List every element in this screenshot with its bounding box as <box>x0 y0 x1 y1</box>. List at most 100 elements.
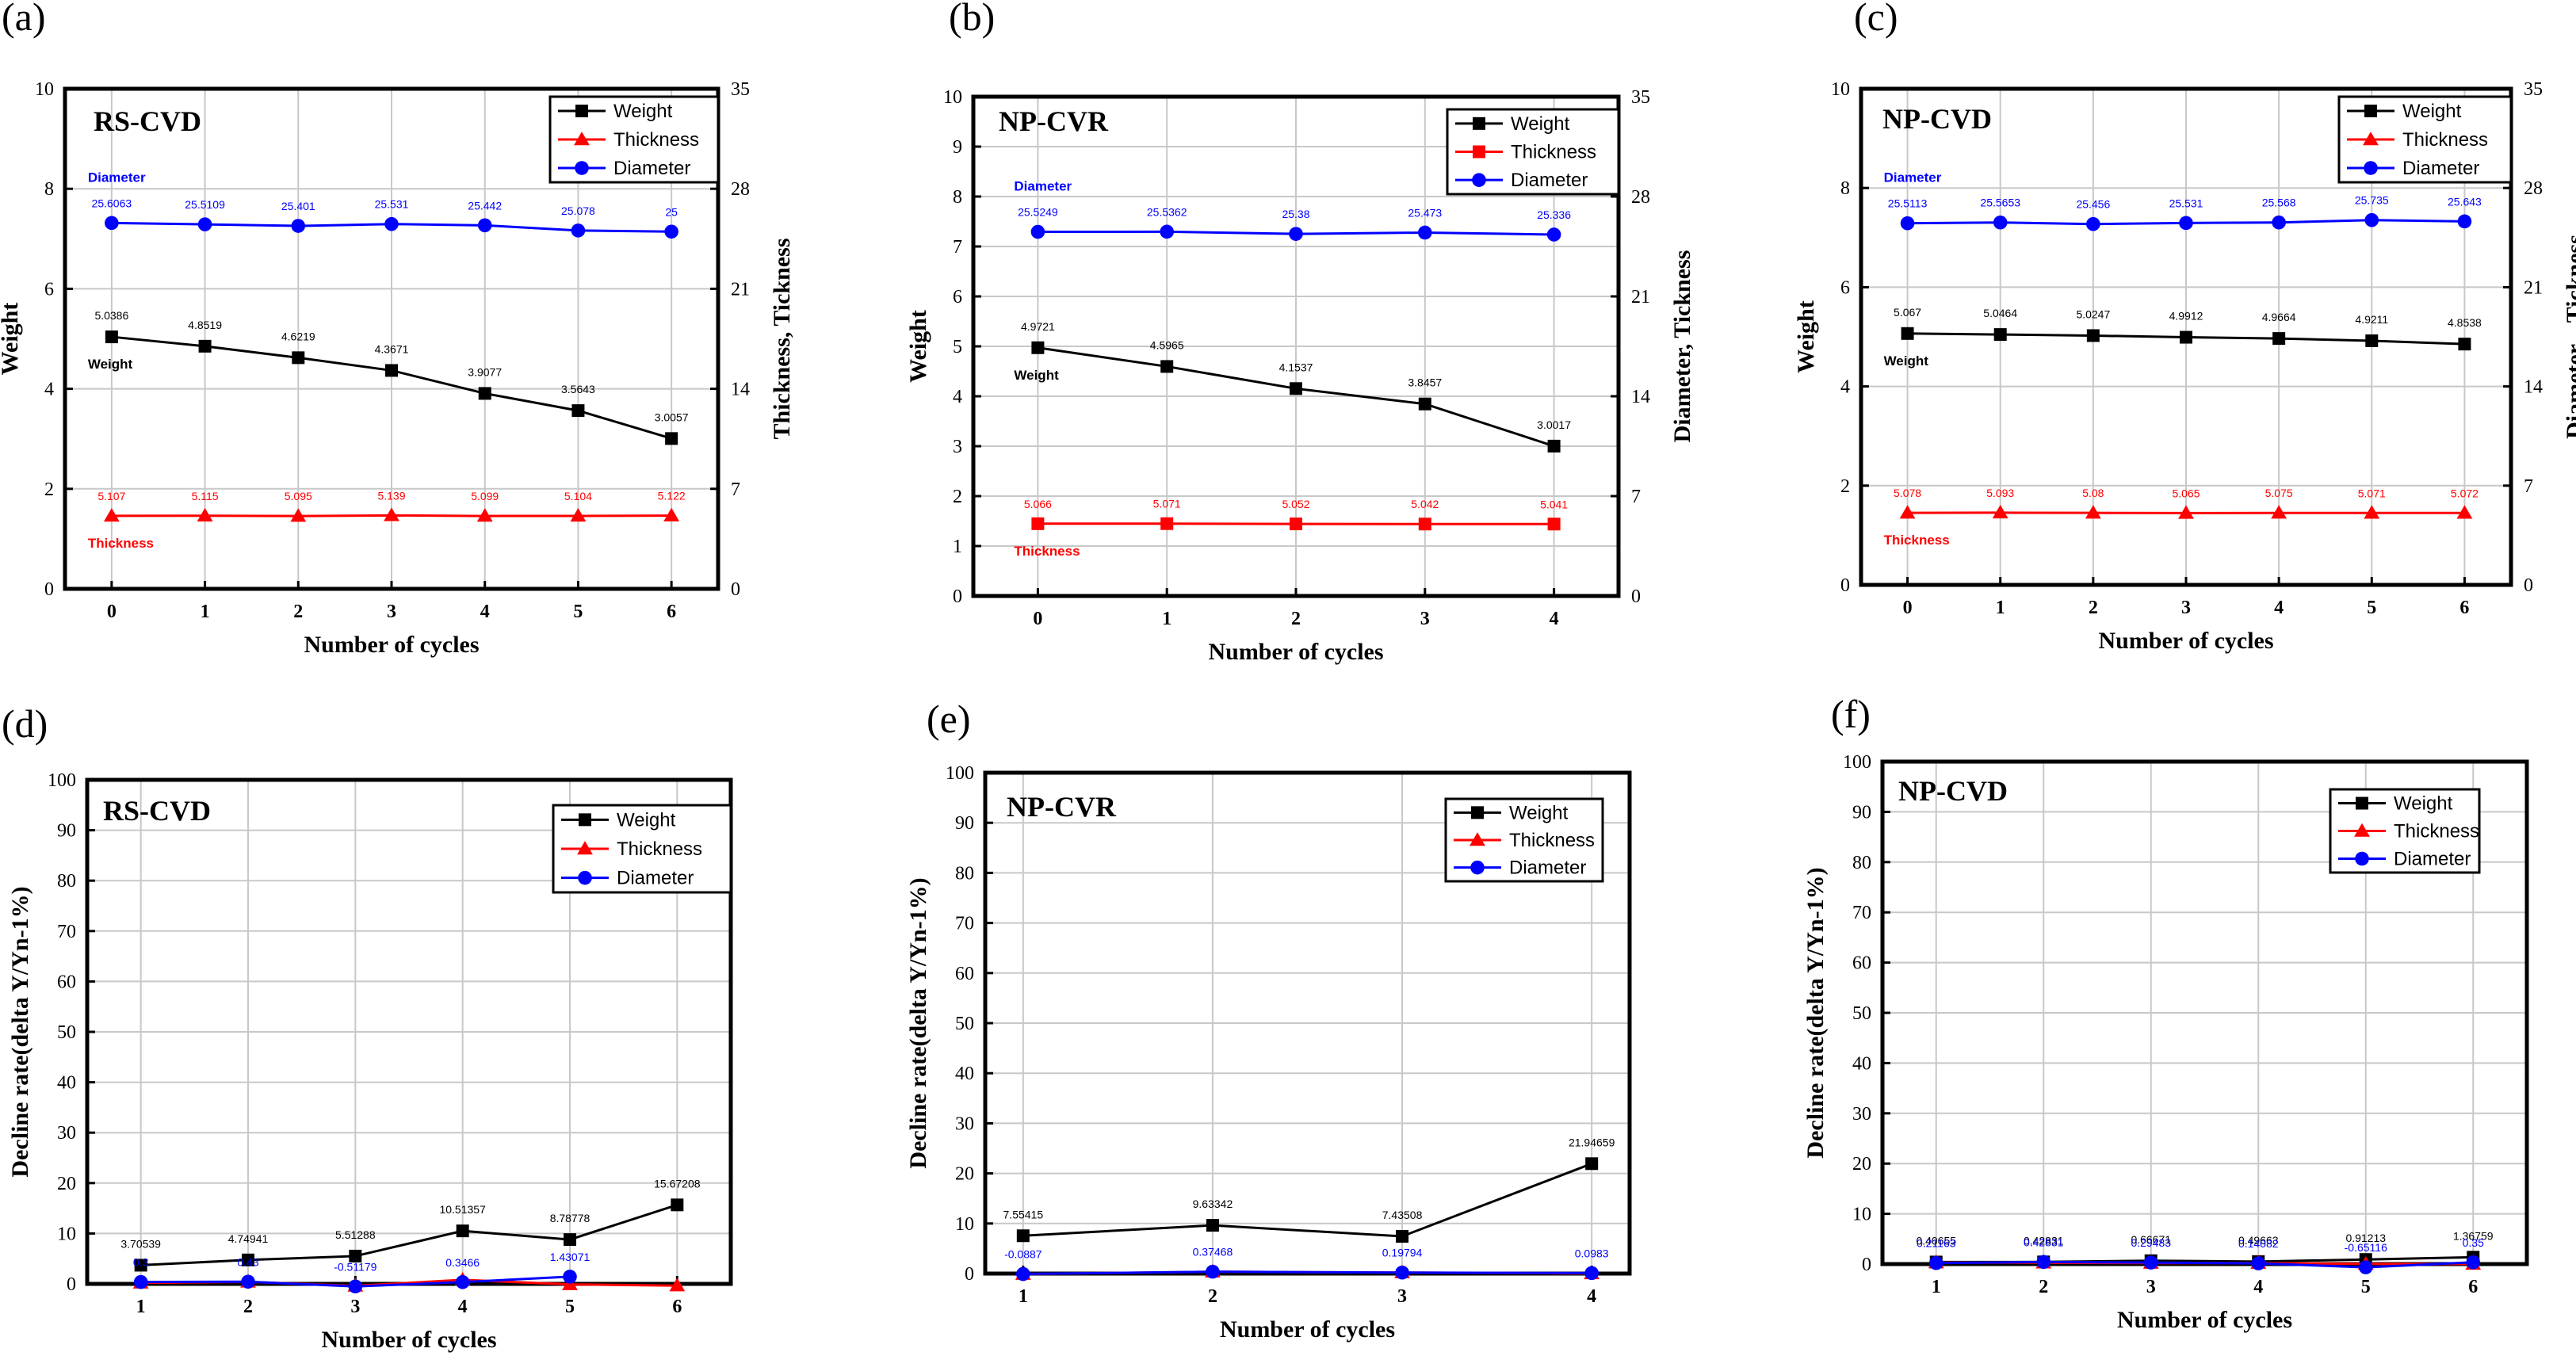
data-label: 25.735 <box>2355 194 2389 207</box>
legend-label: Diameter <box>613 158 690 179</box>
y-axis-label: Weight <box>905 310 931 383</box>
data-point-diameter <box>1584 1266 1599 1281</box>
data-label: 5.0464 <box>1983 307 2017 319</box>
data-label: 25.336 <box>1537 208 1571 221</box>
y-tick-label: 2 <box>1840 476 1850 497</box>
data-label: 0.66671 <box>2131 1233 2171 1246</box>
x-tick-label: 3 <box>1397 1286 1407 1307</box>
x-tick-label: 3 <box>2146 1277 2156 1297</box>
data-point-weight <box>2180 330 2192 344</box>
y-tick-label: 6 <box>953 287 962 307</box>
legend-label: Weight <box>1511 113 1570 135</box>
legend-label: Thickness <box>1511 142 1596 163</box>
x-tick-label: 3 <box>2181 598 2191 618</box>
x-tick-label: 0 <box>1033 609 1042 629</box>
data-label: 5.115 <box>192 490 219 502</box>
x-axis-label: Number of cycles <box>304 632 479 658</box>
y-tick-label: 6 <box>1840 277 1850 298</box>
data-label: 4.1537 <box>1279 361 1313 373</box>
y-tick-label: 80 <box>57 871 76 892</box>
data-label: 0.35 <box>2463 1236 2484 1249</box>
data-label: 4.9664 <box>2262 311 2296 323</box>
data-label: 25.5113 <box>1888 197 1928 210</box>
y-tick-label: 10 <box>1852 1205 1871 1225</box>
y2-tick-label: 7 <box>2524 476 2533 497</box>
x-tick-label: 3 <box>387 602 396 622</box>
data-point-weight <box>564 1233 576 1247</box>
y-tick-label: 70 <box>57 922 76 942</box>
x-axis-label: Number of cycles <box>321 1327 496 1353</box>
data-point-weight <box>1418 397 1431 411</box>
legend-label: Weight <box>617 809 676 831</box>
data-point-thickness <box>663 507 680 521</box>
legend-marker <box>2354 823 2370 837</box>
chart-panel-5: (e) 0 10 20 30 40 50 60 70 80 90 100 1 2 3 4 Number of c… <box>905 697 1632 1343</box>
data-point-weight <box>478 387 491 400</box>
y2-tick-label: 21 <box>1631 287 1650 307</box>
data-label: 3.0057 <box>655 411 689 423</box>
data-point-weight <box>665 432 678 445</box>
data-point-diameter <box>1289 227 1303 241</box>
x-axis-label: Number of cycles <box>1208 639 1383 665</box>
y-tick-label: 8 <box>953 187 962 208</box>
data-label: 0.3466 <box>445 1256 480 1269</box>
y-tick-label: 0 <box>965 1264 974 1285</box>
legend-marker <box>577 841 593 855</box>
data-point-diameter <box>1160 224 1174 239</box>
x-axis-label: Number of cycles <box>1220 1316 1395 1343</box>
y2-tick-label: 14 <box>2524 377 2543 398</box>
data-label: 25.456 <box>2076 198 2110 211</box>
data-label: 4.9211 <box>2355 313 2388 326</box>
data-label: 3.0017 <box>1537 418 1571 431</box>
data-point-diameter <box>384 216 399 231</box>
y-tick-label: 100 <box>1843 752 1871 773</box>
series-inline-label: Thickness <box>1884 533 1950 548</box>
data-point-weight <box>1547 439 1561 453</box>
panel-label: (e) <box>927 697 971 741</box>
y2-tick-label: 35 <box>1631 87 1650 108</box>
data-point-diameter <box>197 217 212 231</box>
y2-tick-label: 0 <box>731 579 740 600</box>
data-label: 25.401 <box>281 200 315 212</box>
y2-axis-label: Diameter, , Tickness <box>2562 235 2576 439</box>
data-label: 0.37468 <box>1193 1246 1233 1259</box>
data-point-diameter <box>2251 1256 2266 1270</box>
data-point-weight <box>1396 1230 1409 1243</box>
data-point-thickness <box>197 507 213 521</box>
data-point-diameter <box>2364 212 2379 227</box>
data-point-diameter <box>2358 1260 2373 1274</box>
data-point-diameter <box>1030 224 1045 239</box>
y-tick-label: 80 <box>955 863 974 884</box>
legend-marker <box>1470 832 1485 846</box>
data-label: 0.21163 <box>1917 1237 1956 1250</box>
chart-panel-1: (a) 0 2 4 6 8 10 0 1 2 3 4 5 6 0 7 14 21 28 35 Thickness, Ti… <box>0 0 795 658</box>
data-label: 5.041 <box>1540 498 1568 510</box>
data-label: 4.8519 <box>188 319 222 331</box>
data-label: 5.095 <box>285 490 312 502</box>
data-label: 5.072 <box>2451 487 2479 499</box>
data-point-diameter <box>2086 216 2100 231</box>
x-tick-label: 5 <box>573 602 583 622</box>
x-tick-label: 4 <box>480 602 490 622</box>
y-tick-label: 60 <box>955 964 974 984</box>
data-point-diameter <box>571 223 586 238</box>
y-axis-label: Weight <box>1793 300 1819 373</box>
series-inline-label: Weight <box>1884 353 1929 369</box>
data-point-diameter <box>2143 1255 2158 1270</box>
legend-marker <box>2364 105 2377 117</box>
series-inline-label: Thickness <box>88 536 154 551</box>
y-tick-label: 50 <box>57 1022 76 1043</box>
data-point-weight <box>671 1198 684 1212</box>
y2-tick-label: 28 <box>1631 187 1650 208</box>
data-point-weight <box>349 1249 362 1262</box>
y2-tick-label: 7 <box>1631 487 1641 507</box>
data-label: 7.43508 <box>1382 1209 1423 1221</box>
data-point-weight <box>2365 334 2379 347</box>
data-label: 25.473 <box>1408 206 1442 219</box>
legend-marker <box>1472 173 1486 187</box>
y-tick-label: 0 <box>67 1274 76 1295</box>
y-tick-label: 0 <box>1862 1255 1871 1275</box>
data-point-weight <box>571 404 585 418</box>
x-tick-label: 0 <box>107 602 117 622</box>
